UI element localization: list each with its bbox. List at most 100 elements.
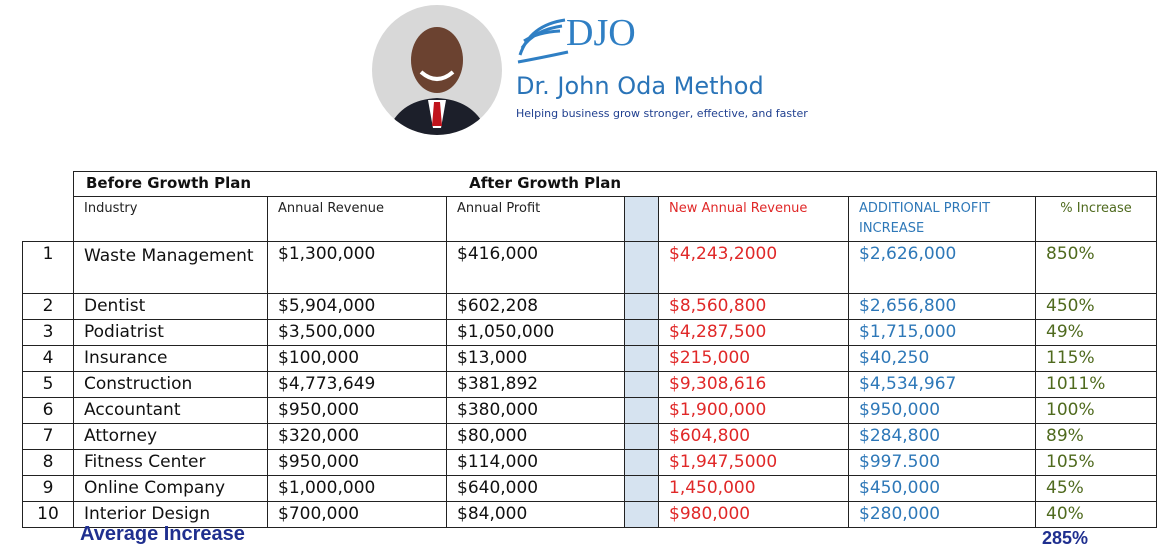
table-cell: $1,900,000: [658, 397, 849, 424]
table-cell: Attorney: [73, 423, 268, 450]
table-cell: $4,287,500: [658, 319, 849, 346]
table-row: 3 Podiatrist $3,500,000 $1,050,000 $4,287,50…: [22, 319, 1158, 346]
spacer: [624, 371, 659, 398]
table-cell: 1011%: [1034, 371, 1158, 398]
table-cell: $3,500,000: [267, 319, 447, 346]
table-cell: $997.500: [848, 449, 1036, 476]
table-cell: $5,904,000: [267, 293, 447, 320]
table-row: 7 Attorney $320,000 $80,000 $604,800 $284,800…: [22, 423, 1158, 450]
table-cell: 6: [22, 397, 74, 424]
table-cell: $40,250: [848, 345, 1036, 372]
column-header: % Increase: [1034, 196, 1158, 242]
column-header: Annual Revenue: [267, 196, 447, 242]
table-row: 10 Interior Design $700,000 $84,000 $980,000…: [22, 501, 1158, 528]
spacer: [624, 423, 659, 450]
table-cell: 105%: [1034, 449, 1158, 476]
table-cell: $950,000: [267, 449, 447, 476]
table-cell: Fitness Center: [73, 449, 268, 476]
footer-label: Average Increase: [80, 523, 245, 545]
logo-text: DJO: [566, 12, 636, 54]
table-cell: $1,300,000: [267, 241, 447, 294]
logo-swoosh: [517, 18, 569, 64]
table-cell: Online Company: [73, 475, 268, 502]
table-cell: $280,000: [848, 501, 1036, 528]
table-cell: 850%: [1034, 241, 1158, 294]
table-cell: Construction: [73, 371, 268, 398]
column-header: ADDITIONAL PROFIT INCREASE: [848, 196, 1036, 242]
spacer: [624, 345, 659, 372]
table-cell: $950,000: [848, 397, 1036, 424]
column-header: Annual Profit: [446, 196, 625, 242]
table-row: 6 Accountant $950,000 $380,000 $1,900,000 $95…: [22, 397, 1158, 424]
table-cell: $980,000: [658, 501, 849, 528]
spacer: [624, 475, 659, 502]
table-cell: Insurance: [73, 345, 268, 372]
growth-table: Before Growth Plan After Growth Plan Indu…: [22, 171, 1158, 528]
table-row: 4 Insurance $100,000 $13,000 $215,000 $40,250…: [22, 345, 1158, 372]
tagline: Helping business grow stronger, effectiv…: [516, 107, 808, 120]
table-cell: 3: [22, 319, 74, 346]
table-cell: 2: [22, 293, 74, 320]
table-cell: Podiatrist: [73, 319, 268, 346]
table-cell: $215,000: [658, 345, 849, 372]
table-cell: 5: [22, 371, 74, 398]
table-cell: $700,000: [267, 501, 447, 528]
table-cell: $416,000: [446, 241, 625, 294]
table-cell: 450%: [1034, 293, 1158, 320]
portrait: [372, 5, 502, 135]
spacer: [624, 449, 659, 476]
table-cell: $4,773,649: [267, 371, 447, 398]
table-cell: 1,450,000: [658, 475, 849, 502]
table-cell: $1,947,5000: [658, 449, 849, 476]
table-cell: 49%: [1034, 319, 1158, 346]
table-cell: Waste Management: [73, 241, 268, 294]
table-row: 2 Dentist $5,904,000 $602,208 $8,560,800 $2,6…: [22, 293, 1158, 320]
spacer: [624, 397, 659, 424]
table-cell: $450,000: [848, 475, 1036, 502]
table-cell: $4,243,2000: [658, 241, 849, 294]
table-cell: Accountant: [73, 397, 268, 424]
table-cell: 40%: [1034, 501, 1158, 528]
table-cell: $8,560,800: [658, 293, 849, 320]
table-row: 5 Construction $4,773,649 $381,892 $9,308,61…: [22, 371, 1158, 398]
table-cell: 89%: [1034, 423, 1158, 450]
spacer: [624, 319, 659, 346]
group-header: After Growth Plan: [469, 174, 622, 192]
table-cell: $4,534,967: [848, 371, 1036, 398]
table-cell: 45%: [1034, 475, 1158, 502]
table-cell: 4: [22, 345, 74, 372]
table-cell: $381,892: [446, 371, 625, 398]
table-cell: $13,000: [446, 345, 625, 372]
table-cell: 7: [22, 423, 74, 450]
table-cell: $604,800: [658, 423, 849, 450]
table-cell: 115%: [1034, 345, 1158, 372]
spacer: [624, 501, 659, 528]
spacer: [624, 241, 659, 294]
table-cell: $84,000: [446, 501, 625, 528]
table-cell: 8: [22, 449, 74, 476]
header-graphics: DJO: [372, 5, 636, 135]
table-cell: 1: [22, 241, 74, 294]
table-cell: Dentist: [73, 293, 268, 320]
table-cell: 100%: [1034, 397, 1158, 424]
table-cell: $1,050,000: [446, 319, 625, 346]
table-cell: 9: [22, 475, 74, 502]
table-cell: $602,208: [446, 293, 625, 320]
table-row: 8 Fitness Center $950,000 $114,000 $1,947,50…: [22, 449, 1158, 476]
table-cell: $1,000,000: [267, 475, 447, 502]
column-header: New Annual Revenue: [658, 196, 849, 242]
table-cell: $284,800: [848, 423, 1036, 450]
table-cell: $640,000: [446, 475, 625, 502]
table-cell: $380,000: [446, 397, 625, 424]
spacer: [624, 293, 659, 320]
table-cell: $2,626,000: [848, 241, 1036, 294]
table-cell: $2,656,800: [848, 293, 1036, 320]
table-cell: $320,000: [267, 423, 447, 450]
footer-value: 285%: [1042, 528, 1089, 548]
title: Dr. John Oda Method: [516, 72, 764, 100]
table-cell: $950,000: [267, 397, 447, 424]
table-cell: $9,308,616: [658, 371, 849, 398]
table-cell: $80,000: [446, 423, 625, 450]
table-cell: $1,715,000: [848, 319, 1036, 346]
